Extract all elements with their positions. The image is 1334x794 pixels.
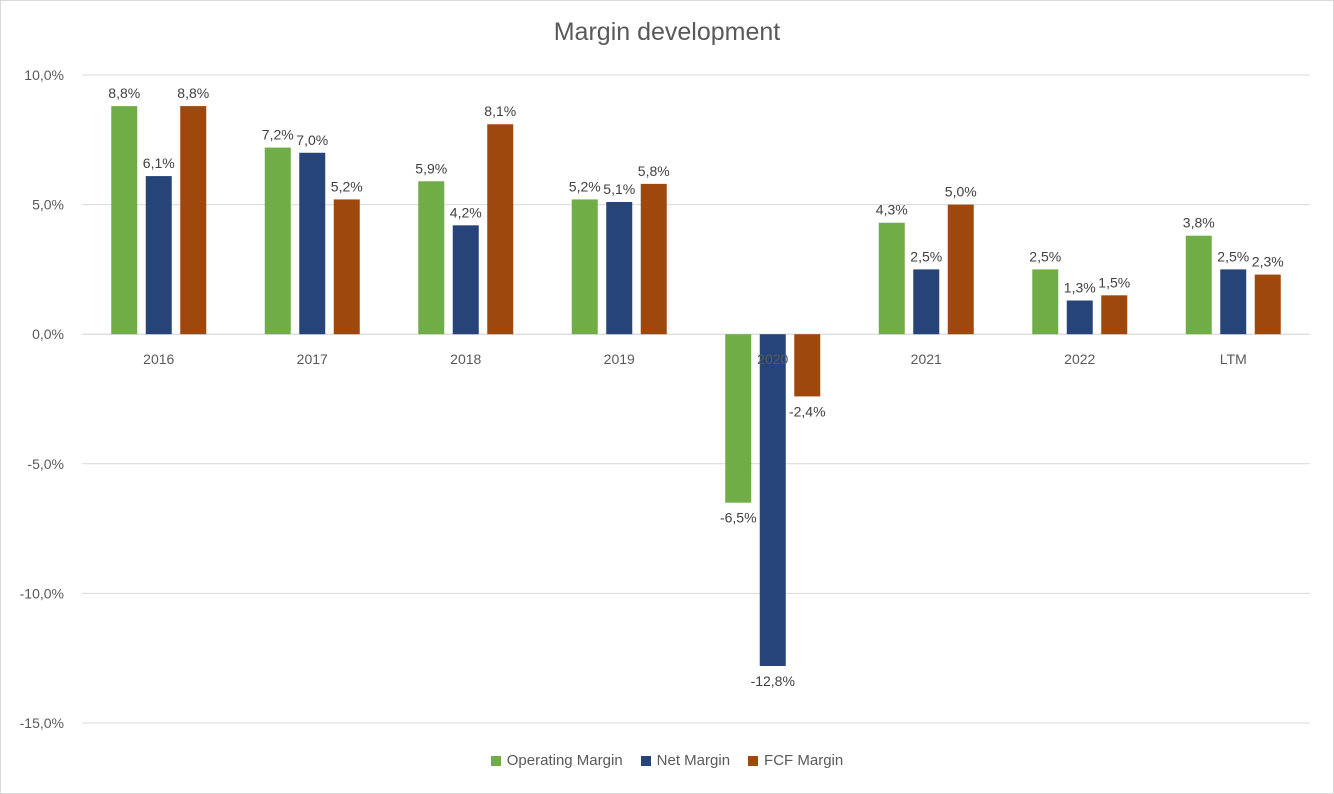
x-tick-label: 2019	[604, 351, 635, 367]
bar-net-margin	[145, 176, 172, 335]
x-tick-label: 2021	[911, 351, 942, 367]
bar-fcf-margin	[1254, 274, 1281, 335]
data-label: 3,8%	[1183, 215, 1215, 231]
bars	[111, 106, 1281, 666]
data-label: -12,8%	[751, 673, 795, 689]
legend-swatch	[748, 755, 759, 766]
x-tick-label: 2016	[143, 351, 174, 367]
x-tick-label: 2018	[450, 351, 481, 367]
y-tick-label: 0,0%	[32, 326, 64, 342]
data-label: 1,5%	[1098, 274, 1130, 290]
legend-label: Net Margin	[656, 752, 731, 769]
x-tick-label: 2017	[297, 351, 328, 367]
data-label: 1,3%	[1064, 280, 1096, 296]
bar-fcf-margin	[947, 204, 974, 335]
data-label: 5,8%	[638, 163, 670, 179]
bar-fcf-margin	[1101, 295, 1128, 335]
data-label: -2,4%	[789, 403, 826, 419]
legend-item: FCF Margin	[748, 752, 843, 769]
data-label: 2,5%	[910, 248, 942, 264]
legend: Operating Margin Net Margin FCF Margin	[0, 752, 1334, 769]
y-tick-label: 10,0%	[24, 67, 64, 83]
bar-operating-margin	[571, 199, 598, 335]
data-label: 2,5%	[1217, 248, 1249, 264]
legend-item: Net Margin	[640, 752, 731, 769]
data-label: 5,2%	[331, 178, 363, 194]
data-label: 4,2%	[450, 204, 482, 220]
y-tick-label: -15,0%	[20, 715, 64, 731]
chart-title: Margin development	[553, 18, 781, 46]
bar-net-margin	[606, 202, 633, 335]
y-tick-label: -5,0%	[27, 456, 64, 472]
data-label: 4,3%	[876, 202, 908, 218]
data-label: 6,1%	[143, 155, 175, 171]
data-label: 5,9%	[415, 160, 447, 176]
bar-operating-margin	[1032, 269, 1059, 335]
data-label: 8,1%	[484, 103, 516, 119]
bar-operating-margin	[725, 334, 752, 503]
bar-operating-margin	[418, 181, 445, 335]
data-label: 7,0%	[296, 132, 328, 148]
y-axis-ticks: 10,0% 5,0% 0,0% -5,0% -10,0% -15,0%	[20, 67, 64, 731]
legend-item: Operating Margin	[490, 752, 623, 769]
data-label: 5,1%	[603, 181, 635, 197]
bar-net-margin	[1066, 300, 1093, 335]
legend-swatch	[490, 755, 501, 766]
x-tick-label: 2022	[1064, 351, 1095, 367]
bar-fcf-margin	[333, 199, 360, 335]
bar-fcf-margin	[794, 334, 821, 397]
bar-net-margin	[452, 225, 479, 335]
data-label: 8,8%	[177, 85, 209, 101]
bar-net-margin	[1220, 269, 1247, 335]
data-label: 7,2%	[262, 127, 294, 143]
data-label: 2,5%	[1029, 248, 1061, 264]
bar-fcf-margin	[180, 106, 207, 335]
bar-operating-margin	[878, 222, 905, 335]
x-tick-label: 2020	[757, 351, 788, 367]
bar-fcf-margin	[487, 124, 514, 335]
bar-operating-margin	[1185, 235, 1212, 335]
data-label: 5,2%	[569, 178, 601, 194]
data-label: 2,3%	[1252, 254, 1284, 270]
x-axis-ticks: 2016 2017 2018 2019 2020 2021 2022 LTM	[143, 351, 1247, 367]
data-label: -6,5%	[720, 510, 757, 526]
bar-net-margin	[759, 334, 786, 666]
bar-net-margin	[913, 269, 940, 335]
legend-label: Operating Margin	[506, 752, 623, 769]
bar-net-margin	[299, 152, 326, 335]
bar-operating-margin	[264, 147, 291, 335]
data-label: 5,0%	[945, 184, 977, 200]
legend-label: FCF Margin	[764, 752, 844, 769]
data-label: 8,8%	[108, 85, 140, 101]
bar-operating-margin	[111, 106, 138, 335]
x-tick-label: LTM	[1220, 351, 1247, 367]
bar-fcf-margin	[640, 183, 667, 335]
y-tick-label: -10,0%	[20, 585, 64, 601]
data-labels: 8,8% 7,2% 5,9% 5,2% -6,5% 4,3% 2,5% 3,8% 6,1% 7,0…	[108, 85, 1283, 689]
y-tick-label: 5,0%	[32, 197, 64, 213]
legend-swatch	[640, 755, 651, 766]
